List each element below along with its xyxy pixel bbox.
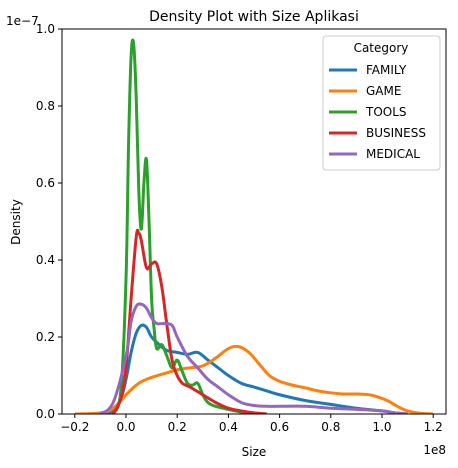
- y-tick-label: 0.6: [36, 176, 55, 190]
- y-tick-label: 0.8: [36, 99, 55, 113]
- y-tick-label: 0.2: [36, 330, 55, 344]
- y-offset-label: 1e−7: [6, 14, 39, 28]
- y-axis-label: Density: [9, 199, 23, 245]
- x-tick-label: 1.0: [372, 420, 391, 434]
- series-line-tools: [111, 38, 255, 414]
- y-tick-label: 0.4: [36, 253, 55, 267]
- series-line-medical: [99, 302, 408, 414]
- chart-title: Density Plot with Size Aplikasi: [149, 9, 359, 25]
- x-tick-label: 0.0: [116, 420, 135, 434]
- y-tick-label: 0.0: [36, 407, 55, 421]
- x-tick-label: −0.2: [60, 420, 89, 434]
- plot-area: [74, 38, 434, 414]
- legend: Category FAMILY GAME TOOLS BUSINESS MEDICAL: [322, 35, 441, 171]
- legend-label-business: BUSINESS: [366, 126, 426, 140]
- x-tick-label: 0.8: [321, 420, 340, 434]
- x-axis: −0.2 0.0 0.2 0.4 0.6 0.8 1.0 1.2: [60, 414, 443, 434]
- x-axis-label: Size: [242, 445, 267, 459]
- legend-label-family: FAMILY: [366, 63, 407, 77]
- series-line-business: [111, 228, 267, 414]
- x-tick-label: 1.2: [424, 420, 443, 434]
- axes-frame: [61, 28, 447, 415]
- x-tick-label: 0.6: [270, 420, 289, 434]
- y-axis: 0.0 0.2 0.4 0.6 0.8 1.0: [36, 22, 62, 421]
- legend-items: FAMILY GAME TOOLS BUSINESS MEDICAL: [329, 63, 426, 161]
- series-line-family: [100, 323, 408, 414]
- legend-label-medical: MEDICAL: [366, 147, 420, 161]
- legend-label-tools: TOOLS: [365, 105, 407, 119]
- x-tick-label: 0.4: [219, 420, 238, 434]
- series-line-game: [74, 344, 434, 414]
- legend-title: Category: [354, 41, 409, 55]
- y-tick-label: 1.0: [36, 22, 55, 36]
- x-tick-label: 0.2: [168, 420, 187, 434]
- x-offset-label: 1e8: [423, 443, 446, 457]
- legend-label-game: GAME: [366, 84, 401, 98]
